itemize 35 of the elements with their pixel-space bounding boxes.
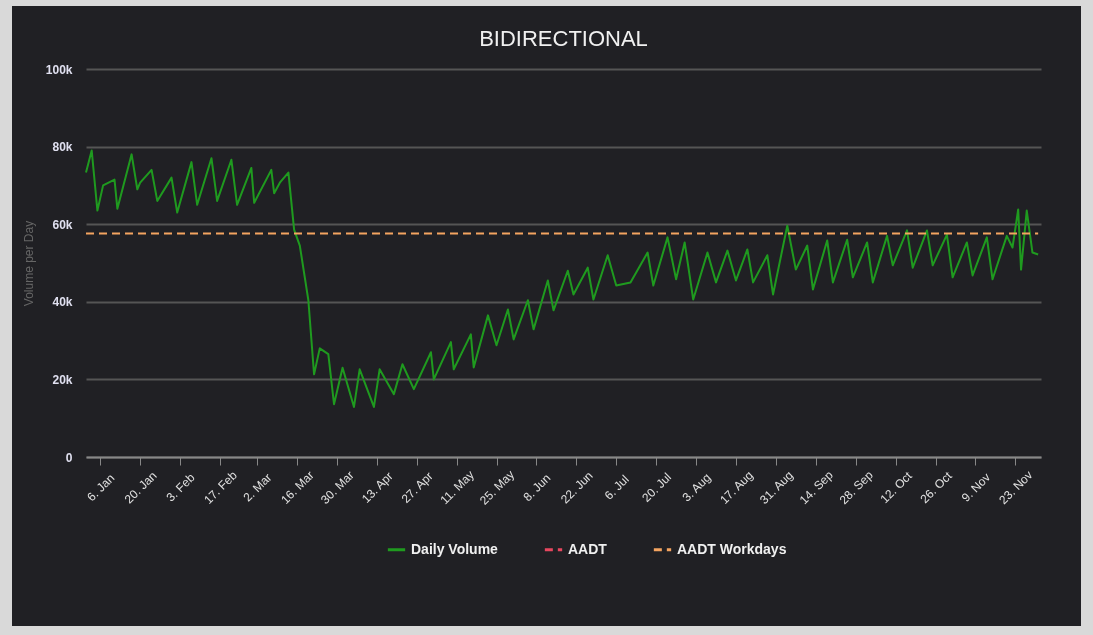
x-tick-label: 17. Aug: [717, 468, 756, 507]
y-tick-label: 80k: [52, 140, 73, 155]
x-tick-label: 20. Jan: [121, 468, 160, 507]
x-tick-label: 26. Oct: [917, 468, 956, 507]
x-tick-label: 16. Mar: [278, 468, 317, 507]
y-tick-label: 0: [65, 450, 73, 465]
y-tick-label: 20k: [52, 372, 73, 387]
x-tick-label: 3. Aug: [679, 470, 714, 505]
legend-label: AADT Workdays: [677, 540, 787, 557]
x-tick-label: 8. Jun: [520, 470, 554, 505]
x-tick-label: 6. Jul: [601, 472, 632, 503]
x-tick-label: 14. Sep: [796, 467, 837, 508]
x-tick-label: 23. Nov: [996, 467, 1036, 508]
x-tick-label: 20. Jul: [639, 470, 675, 505]
x-tick-label: 3. Feb: [163, 470, 198, 505]
y-tick-label: 40k: [52, 295, 73, 310]
x-tick-label: 22. Jun: [557, 468, 596, 507]
x-tick-label: 9. Nov: [958, 470, 994, 505]
x-tick-label: 13. Apr: [358, 469, 396, 506]
x-tick-label: 12. Oct: [877, 468, 916, 507]
x-tick-label: 30. Mar: [318, 468, 357, 507]
y-tick-label: 60k: [52, 217, 73, 232]
y-tick-label: 100k: [45, 62, 73, 77]
y-axis-title: Volume per Day: [21, 220, 36, 307]
x-tick-label: 28. Sep: [836, 467, 876, 508]
x-tick-label: 6. Jan: [84, 470, 118, 505]
x-tick-label: 17. Feb: [201, 467, 241, 507]
legend-label: AADT: [568, 540, 608, 557]
chart-title: BIDIRECTIONAL: [479, 26, 648, 51]
x-tick-label: 11. May: [437, 467, 477, 508]
legend-label: Daily Volume: [411, 540, 499, 557]
x-tick-label: 27. Apr: [398, 469, 436, 506]
x-tick-label: 25. May: [476, 467, 518, 508]
x-tick-label: 2. Mar: [240, 470, 275, 505]
x-tick-label: 31. Aug: [757, 468, 796, 507]
